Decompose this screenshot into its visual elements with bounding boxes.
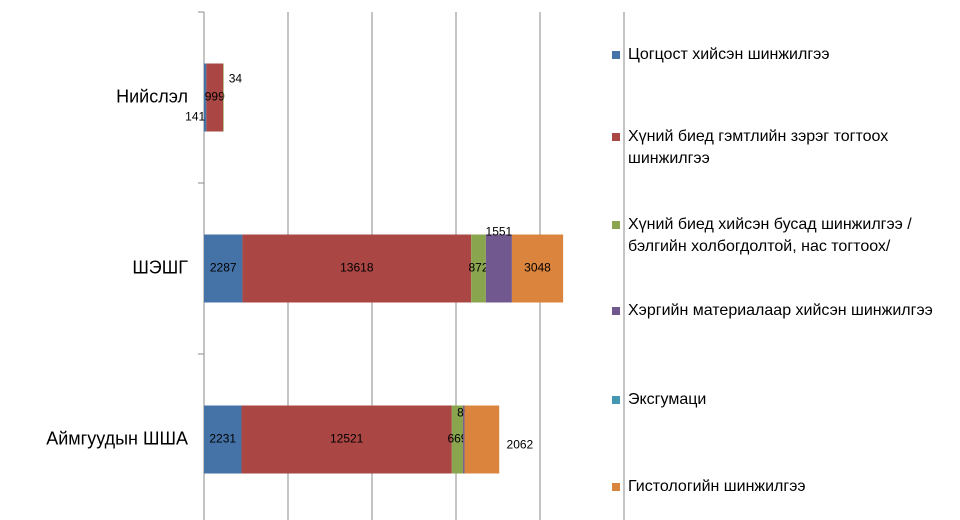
- data-label: 3048: [524, 261, 551, 275]
- data-label: 141: [185, 110, 205, 124]
- bar-segment: [206, 63, 224, 132]
- bar-segment: [471, 234, 486, 303]
- bar-segment: [511, 234, 564, 303]
- bar-segment: [204, 405, 242, 474]
- category-label: Аймгуудын ШША: [46, 428, 188, 448]
- legend-entry: Хүний биед хийсэн бусад шинжилгээ /бэлги…: [612, 214, 952, 258]
- legend-label: Гистологийн шинжилгээ: [628, 478, 806, 495]
- data-label: 34: [229, 72, 243, 86]
- legend-label: Хэргийн материалаар хийсэн шинжилгээ: [628, 302, 933, 319]
- legend-entry: Гистологийн шинжилгээ: [612, 476, 952, 498]
- category-label: Нийслэл: [116, 86, 188, 106]
- legend-swatch: [612, 396, 620, 404]
- legend-entry: Эксгумаци: [612, 389, 952, 411]
- data-label: 1551: [486, 225, 513, 239]
- bar-segment: [204, 63, 207, 132]
- data-label: 872: [469, 261, 489, 275]
- legend-swatch: [612, 133, 620, 141]
- legend-entry: Хэргийн материалаар хийсэн шинжилгээ: [612, 300, 952, 322]
- bar-segment: [451, 405, 464, 474]
- data-label: 12521: [330, 432, 364, 446]
- legend-swatch: [612, 307, 620, 315]
- bar-segment: [242, 234, 472, 303]
- legend-swatch: [612, 221, 620, 229]
- legend-entry: Хүний биед гэмтлийн зэрэг тогтоох шинжил…: [612, 126, 952, 170]
- legend-entry: Цогцост хийсэн шинжилгээ: [612, 44, 952, 66]
- legend-label: Хүний биед хийсэн бусад шинжилгээ /бэлги…: [628, 216, 912, 255]
- legend-label: Цогцост хийсэн шинжилгээ: [628, 46, 830, 63]
- bar-segment: [223, 63, 224, 132]
- data-label: 2231: [209, 432, 236, 446]
- data-label: 13618: [340, 261, 374, 275]
- data-label: 999: [205, 90, 225, 104]
- data-label: 2287: [210, 261, 237, 275]
- legend-label: Хүний биед гэмтлийн зэрэг тогтоох шинжил…: [628, 128, 889, 167]
- bar-segment: [241, 405, 452, 474]
- category-label: ШЭШГ: [132, 257, 188, 277]
- legend-swatch: [612, 51, 620, 59]
- legend-swatch: [612, 483, 620, 491]
- data-label: 669: [447, 432, 467, 446]
- legend-label: Эксгумаци: [628, 391, 707, 408]
- bar-segment: [463, 405, 465, 474]
- data-label: 2062: [507, 438, 534, 452]
- bar-segment: [485, 234, 512, 303]
- bar-segment: [204, 234, 243, 303]
- bar-segment: [464, 405, 500, 474]
